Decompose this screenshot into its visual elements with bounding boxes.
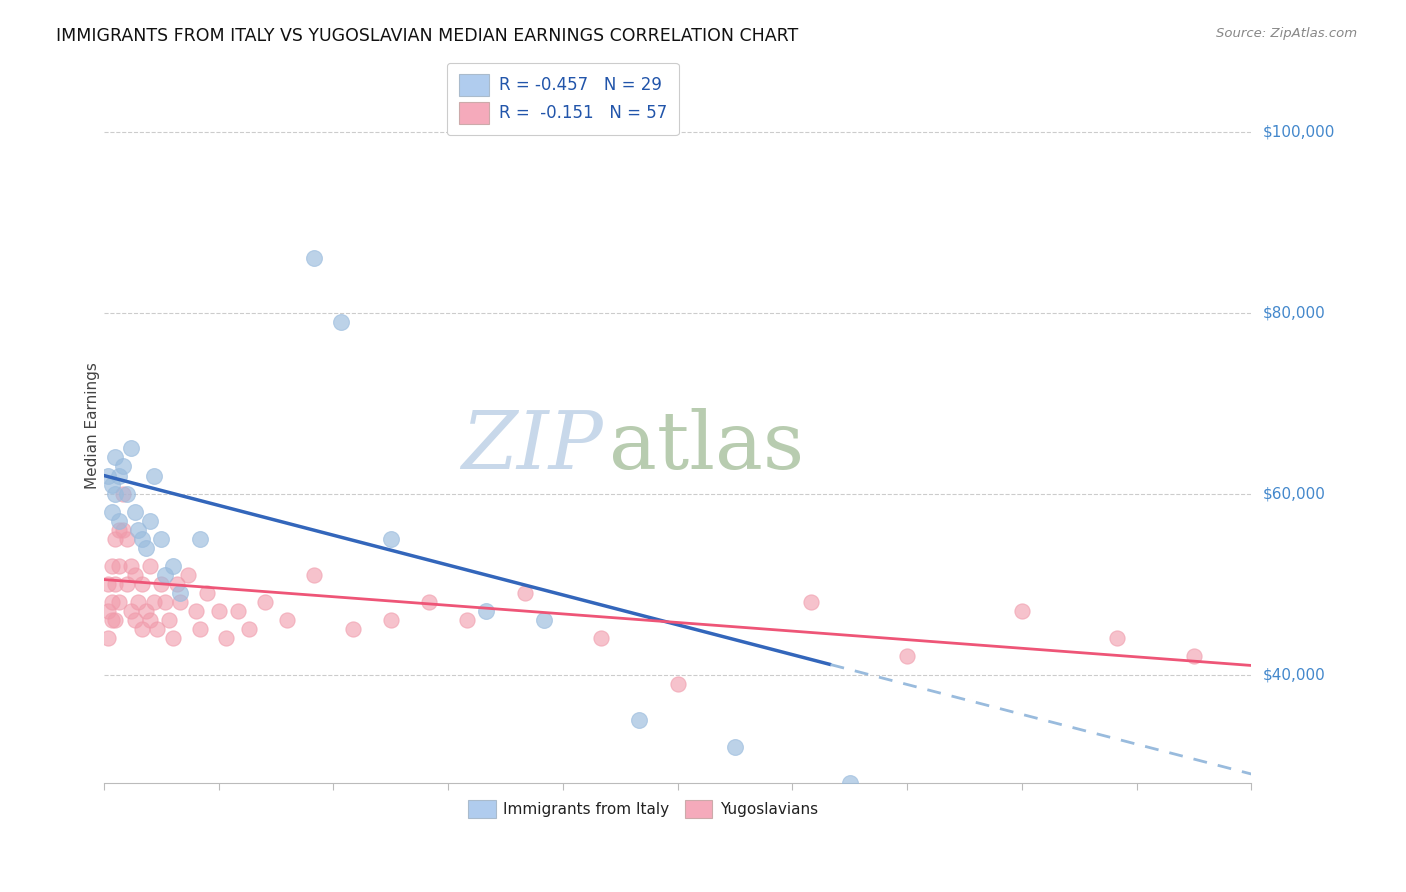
Point <box>97 604 120 618</box>
Point <box>188 622 211 636</box>
Point <box>166 577 188 591</box>
Text: $80,000: $80,000 <box>1263 305 1324 320</box>
Point <box>253 595 276 609</box>
Legend: Immigrants from Italy, Yugoslavians: Immigrants from Italy, Yugoslavians <box>461 792 825 825</box>
Point <box>169 586 191 600</box>
Point <box>380 532 402 546</box>
Point <box>115 532 138 546</box>
Point <box>104 613 127 627</box>
Point <box>628 713 651 727</box>
Point <box>127 523 149 537</box>
Point <box>97 577 120 591</box>
Point <box>215 632 238 646</box>
Point <box>1107 632 1129 646</box>
Point <box>120 604 142 618</box>
Point <box>112 486 135 500</box>
Point <box>100 477 122 491</box>
Point <box>104 450 127 465</box>
Text: IMMIGRANTS FROM ITALY VS YUGOSLAVIAN MEDIAN EARNINGS CORRELATION CHART: IMMIGRANTS FROM ITALY VS YUGOSLAVIAN MED… <box>56 27 799 45</box>
Point <box>513 586 536 600</box>
Point <box>108 514 131 528</box>
Point <box>162 558 184 573</box>
Point <box>100 558 122 573</box>
Point <box>153 595 176 609</box>
Point <box>104 577 127 591</box>
Point <box>162 632 184 646</box>
Point <box>177 568 200 582</box>
Point <box>108 468 131 483</box>
Point <box>456 613 478 627</box>
Point <box>276 613 298 627</box>
Point <box>100 595 122 609</box>
Point <box>418 595 440 609</box>
Point <box>800 595 823 609</box>
Point <box>97 632 120 646</box>
Text: atlas: atlas <box>609 409 804 486</box>
Point <box>188 532 211 546</box>
Point <box>184 604 207 618</box>
Point <box>131 622 153 636</box>
Point <box>150 577 173 591</box>
Point <box>124 613 146 627</box>
Point <box>896 649 918 664</box>
Point <box>142 595 165 609</box>
Point <box>330 315 353 329</box>
Point <box>195 586 218 600</box>
Point <box>139 613 162 627</box>
Point <box>108 595 131 609</box>
Text: $100,000: $100,000 <box>1263 124 1334 139</box>
Text: ZIP: ZIP <box>461 409 603 486</box>
Point <box>100 505 122 519</box>
Point <box>838 776 860 790</box>
Point <box>142 468 165 483</box>
Point <box>342 622 364 636</box>
Point <box>104 532 127 546</box>
Point <box>135 604 157 618</box>
Point <box>112 523 135 537</box>
Point <box>120 442 142 456</box>
Point <box>380 613 402 627</box>
Point <box>146 622 169 636</box>
Point <box>115 577 138 591</box>
Point <box>304 568 326 582</box>
Point <box>112 459 135 474</box>
Point <box>100 613 122 627</box>
Point <box>208 604 231 618</box>
Point <box>150 532 173 546</box>
Y-axis label: Median Earnings: Median Earnings <box>86 362 100 489</box>
Point <box>475 604 498 618</box>
Point <box>238 622 260 636</box>
Point <box>666 676 689 690</box>
Point <box>124 505 146 519</box>
Point <box>104 486 127 500</box>
Point <box>120 558 142 573</box>
Text: $60,000: $60,000 <box>1263 486 1326 501</box>
Point <box>724 739 747 754</box>
Point <box>226 604 249 618</box>
Point <box>1011 604 1033 618</box>
Point <box>1182 649 1205 664</box>
Point <box>135 541 157 555</box>
Point <box>139 514 162 528</box>
Point <box>131 577 153 591</box>
Point <box>304 252 326 266</box>
Point <box>127 595 149 609</box>
Point <box>157 613 180 627</box>
Point <box>131 532 153 546</box>
Point <box>108 523 131 537</box>
Point <box>108 558 131 573</box>
Point <box>533 613 555 627</box>
Text: Source: ZipAtlas.com: Source: ZipAtlas.com <box>1216 27 1357 40</box>
Point <box>115 486 138 500</box>
Point <box>97 468 120 483</box>
Text: $40,000: $40,000 <box>1263 667 1324 682</box>
Point <box>153 568 176 582</box>
Point <box>169 595 191 609</box>
Point <box>591 632 613 646</box>
Point <box>124 568 146 582</box>
Point <box>139 558 162 573</box>
